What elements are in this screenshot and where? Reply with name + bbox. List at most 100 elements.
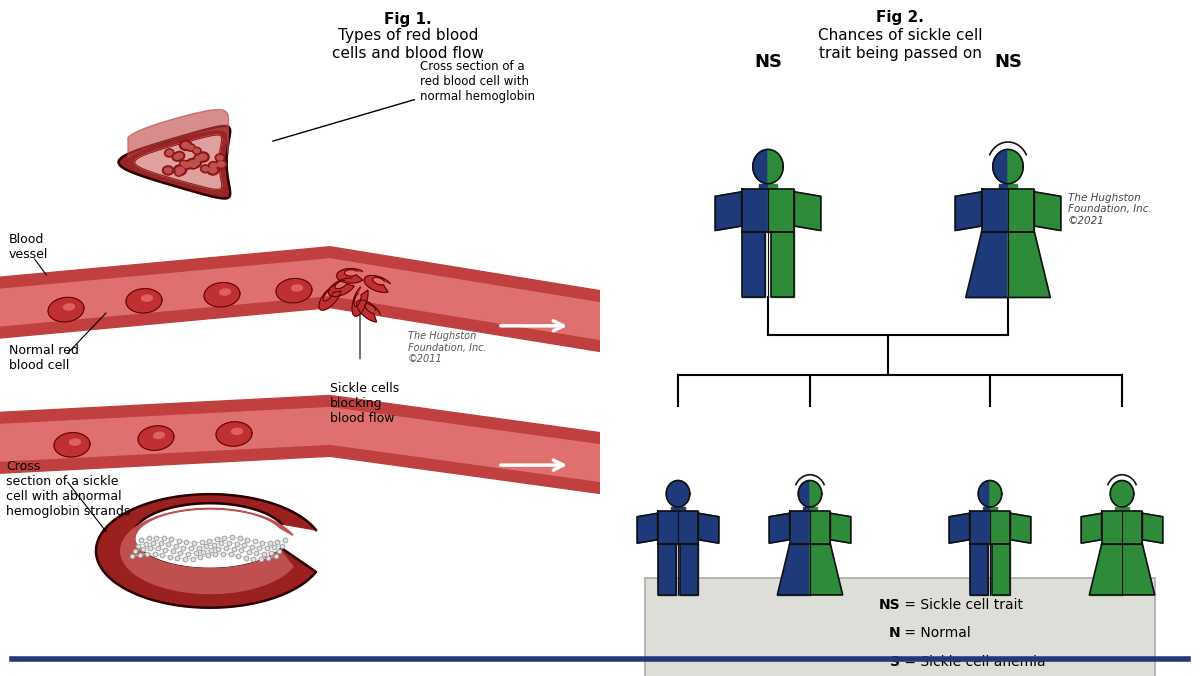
Ellipse shape xyxy=(217,162,224,167)
Polygon shape xyxy=(760,184,768,189)
Ellipse shape xyxy=(191,164,196,167)
Text: = Sickle cell anemia: = Sickle cell anemia xyxy=(900,655,1045,669)
Polygon shape xyxy=(810,544,842,595)
Polygon shape xyxy=(0,395,600,493)
Polygon shape xyxy=(96,494,316,608)
Ellipse shape xyxy=(180,160,187,167)
Polygon shape xyxy=(810,507,817,511)
Text: Chances of sickle cell
trait being passed on: Chances of sickle cell trait being passe… xyxy=(817,28,983,61)
Polygon shape xyxy=(1142,513,1163,544)
Text: 25% S: 25% S xyxy=(1098,615,1146,629)
Polygon shape xyxy=(1008,149,1024,184)
Text: Cross
section of a sickle
cell with abnormal
hemoglobin strands: Cross section of a sickle cell with abno… xyxy=(6,460,131,518)
Ellipse shape xyxy=(210,164,217,168)
Polygon shape xyxy=(658,511,678,544)
Polygon shape xyxy=(990,511,1010,544)
Ellipse shape xyxy=(215,153,224,162)
Polygon shape xyxy=(990,481,1002,507)
Text: Fig 2.: Fig 2. xyxy=(876,10,924,25)
Polygon shape xyxy=(768,189,794,232)
Ellipse shape xyxy=(196,156,203,161)
Text: The Hughston
Foundation, Inc.
©2011: The Hughston Foundation, Inc. ©2011 xyxy=(408,331,487,364)
Polygon shape xyxy=(1115,507,1122,511)
Ellipse shape xyxy=(194,149,199,153)
Polygon shape xyxy=(966,232,1008,297)
Polygon shape xyxy=(216,422,252,446)
Ellipse shape xyxy=(174,165,186,176)
Polygon shape xyxy=(1090,544,1122,595)
Polygon shape xyxy=(1122,544,1154,595)
Polygon shape xyxy=(982,189,1008,232)
Polygon shape xyxy=(1034,192,1061,231)
Polygon shape xyxy=(698,513,719,544)
Ellipse shape xyxy=(192,160,199,166)
Polygon shape xyxy=(1000,184,1008,189)
Ellipse shape xyxy=(203,166,209,171)
Polygon shape xyxy=(666,481,678,507)
Polygon shape xyxy=(0,259,600,339)
Ellipse shape xyxy=(167,151,172,155)
Polygon shape xyxy=(1110,481,1122,507)
Ellipse shape xyxy=(167,150,172,154)
Ellipse shape xyxy=(216,160,227,169)
Ellipse shape xyxy=(181,161,192,170)
Polygon shape xyxy=(768,184,776,189)
Polygon shape xyxy=(790,511,810,544)
Ellipse shape xyxy=(192,147,202,154)
Polygon shape xyxy=(992,544,1010,595)
Polygon shape xyxy=(990,507,997,511)
Polygon shape xyxy=(356,300,380,322)
Polygon shape xyxy=(992,149,1008,184)
Ellipse shape xyxy=(180,140,192,151)
Text: = Normal: = Normal xyxy=(900,627,971,640)
Text: Types of red blood
cells and blood flow: Types of red blood cells and blood flow xyxy=(332,28,484,61)
Ellipse shape xyxy=(197,152,209,162)
Ellipse shape xyxy=(174,154,181,160)
Ellipse shape xyxy=(188,161,197,166)
Polygon shape xyxy=(1081,513,1102,544)
Ellipse shape xyxy=(190,162,198,169)
Polygon shape xyxy=(1122,507,1129,511)
Polygon shape xyxy=(128,110,228,158)
Polygon shape xyxy=(1010,513,1031,544)
Ellipse shape xyxy=(176,167,185,173)
Ellipse shape xyxy=(166,149,174,155)
Text: The Hughston
Foundation, Inc.
©2021: The Hughston Foundation, Inc. ©2021 xyxy=(1068,193,1152,226)
Ellipse shape xyxy=(181,162,186,166)
Ellipse shape xyxy=(174,151,185,160)
Polygon shape xyxy=(752,149,768,184)
Polygon shape xyxy=(1102,511,1122,544)
Polygon shape xyxy=(955,192,982,231)
Polygon shape xyxy=(810,511,830,544)
Polygon shape xyxy=(770,232,794,297)
Polygon shape xyxy=(794,192,821,231)
Polygon shape xyxy=(204,283,240,307)
Ellipse shape xyxy=(200,165,210,173)
Ellipse shape xyxy=(209,168,217,173)
Ellipse shape xyxy=(70,439,80,445)
Text: NS: NS xyxy=(994,53,1022,71)
Ellipse shape xyxy=(176,153,182,158)
Ellipse shape xyxy=(142,295,152,301)
Polygon shape xyxy=(970,544,988,595)
Polygon shape xyxy=(0,408,600,481)
Polygon shape xyxy=(1008,184,1016,189)
Ellipse shape xyxy=(162,166,174,175)
Text: 25% N: 25% N xyxy=(653,615,703,629)
Ellipse shape xyxy=(199,154,206,160)
Polygon shape xyxy=(671,507,678,511)
Polygon shape xyxy=(949,513,970,544)
Ellipse shape xyxy=(194,154,204,162)
Polygon shape xyxy=(54,433,90,457)
Ellipse shape xyxy=(182,143,190,148)
Ellipse shape xyxy=(232,428,242,435)
Polygon shape xyxy=(319,285,341,310)
Ellipse shape xyxy=(190,158,202,168)
Polygon shape xyxy=(680,544,698,595)
Polygon shape xyxy=(276,279,312,303)
Polygon shape xyxy=(769,513,790,544)
Ellipse shape xyxy=(206,166,218,175)
Polygon shape xyxy=(742,232,766,297)
Polygon shape xyxy=(658,544,676,595)
Polygon shape xyxy=(138,426,174,450)
